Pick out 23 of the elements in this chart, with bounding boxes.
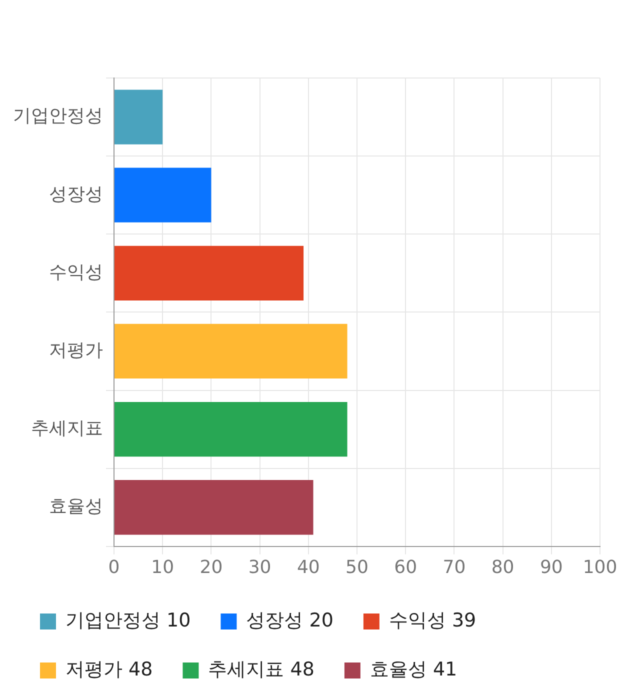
x-tick-label: 70	[442, 556, 466, 578]
x-tick-label: 60	[394, 556, 418, 578]
x-tick-label: 0	[108, 556, 120, 578]
legend-label: 효율성 41	[370, 658, 458, 680]
y-tick-label: 추세지표	[31, 418, 103, 439]
y-tick-label: 수익성	[49, 262, 103, 283]
y-tick-label: 저평가	[49, 340, 103, 361]
x-tick-label: 10	[151, 556, 174, 578]
y-tick-label: 성장성	[49, 184, 103, 205]
legend-label: 추세지표 48	[208, 658, 314, 680]
x-tick-label: 80	[491, 556, 514, 578]
y-tick-label: 효율성	[49, 496, 103, 518]
legend-label: 저평가 48	[66, 658, 153, 680]
x-tick-label: 20	[200, 556, 223, 578]
x-tick-label: 50	[346, 556, 368, 578]
y-tick-label: 기업안정성	[13, 106, 103, 127]
x-tick-label: 30	[248, 556, 272, 578]
legend-label: 성장성 20	[246, 609, 334, 632]
legend-label: 수익성 39	[388, 609, 476, 632]
x-tick-label: 40	[296, 556, 320, 578]
x-tick-label: 100	[582, 556, 618, 578]
legend-label: 기업안정성 10	[66, 609, 191, 632]
x-tick-label: 90	[540, 556, 563, 578]
